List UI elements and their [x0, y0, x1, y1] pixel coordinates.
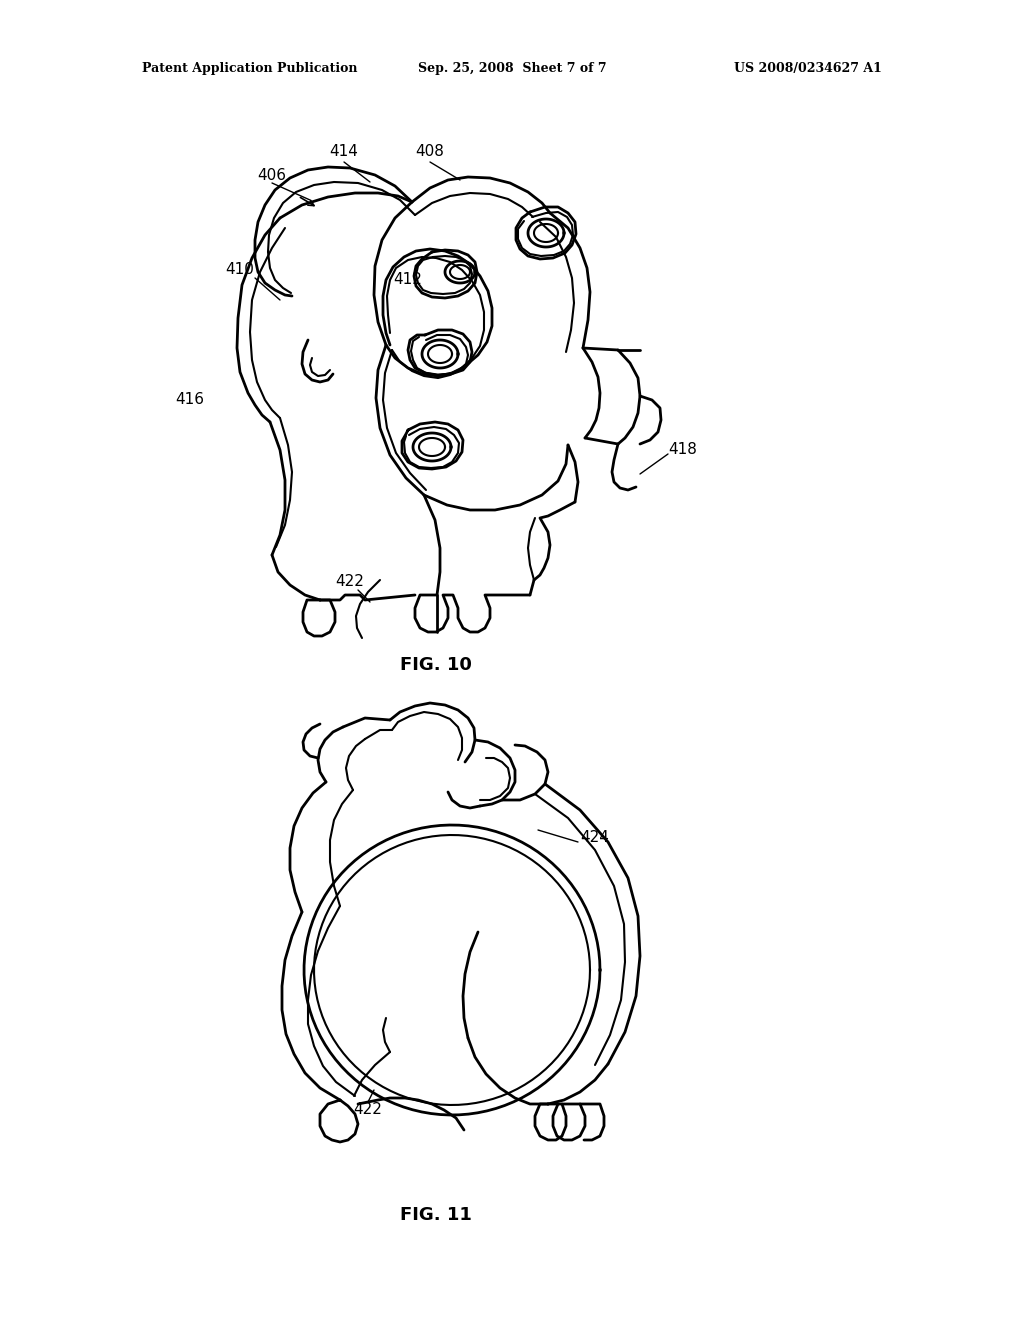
Text: 414: 414 [330, 144, 358, 160]
Text: 418: 418 [668, 442, 697, 458]
Text: 422: 422 [336, 574, 365, 590]
Text: 424: 424 [580, 830, 609, 846]
Text: US 2008/0234627 A1: US 2008/0234627 A1 [734, 62, 882, 75]
Text: 422: 422 [353, 1102, 382, 1118]
Text: Patent Application Publication: Patent Application Publication [142, 62, 357, 75]
Text: FIG. 10: FIG. 10 [400, 656, 472, 675]
Text: 410: 410 [225, 263, 254, 277]
Text: 416: 416 [175, 392, 205, 408]
Text: 412: 412 [393, 272, 423, 288]
Text: 406: 406 [257, 168, 287, 182]
Text: FIG. 11: FIG. 11 [400, 1206, 472, 1224]
Text: 408: 408 [416, 144, 444, 160]
Text: Sep. 25, 2008  Sheet 7 of 7: Sep. 25, 2008 Sheet 7 of 7 [418, 62, 606, 75]
